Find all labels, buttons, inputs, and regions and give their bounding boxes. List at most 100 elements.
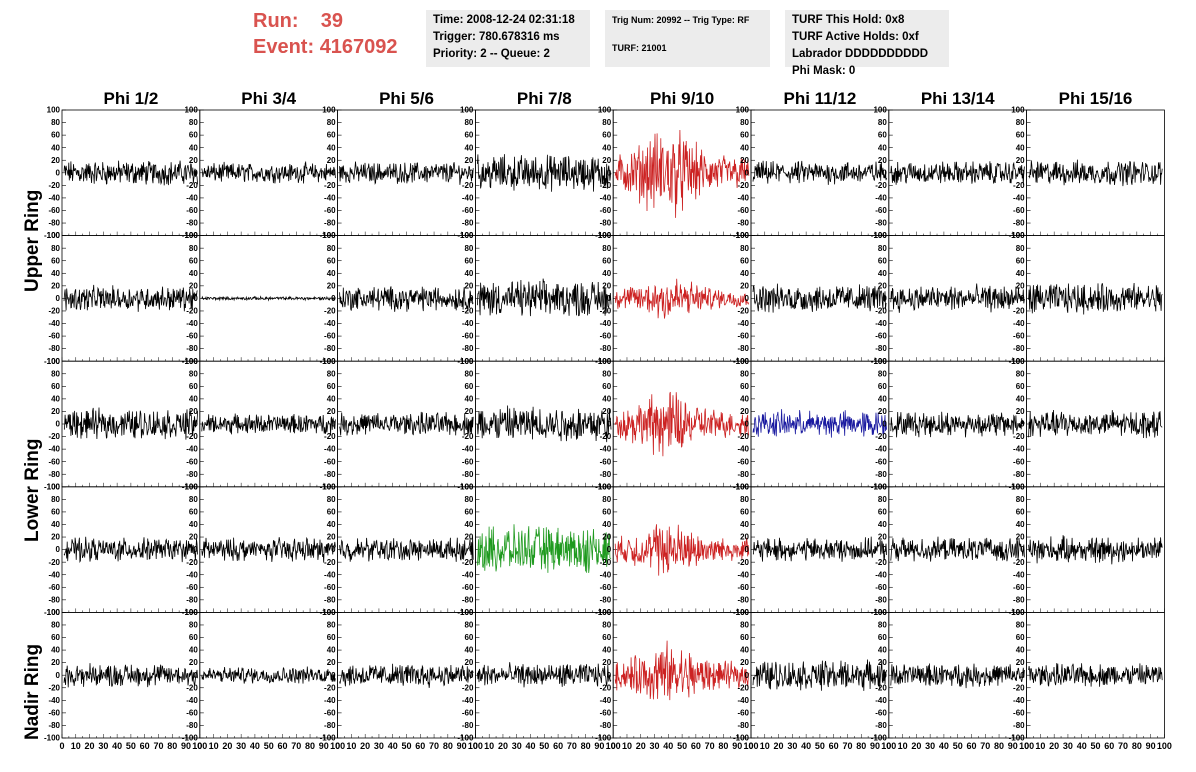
y-tick-label: -60 bbox=[324, 206, 336, 215]
y-tick-label: 60 bbox=[740, 382, 749, 391]
x-tick-label: 30 bbox=[98, 741, 108, 751]
y-tick-label: 0 bbox=[745, 168, 750, 177]
y-tick-label: 0 bbox=[882, 671, 887, 680]
y-tick-label: 60 bbox=[189, 131, 198, 140]
waveform-trace bbox=[339, 286, 474, 312]
y-tick-label: 20 bbox=[327, 407, 336, 416]
waveform-trace bbox=[614, 391, 750, 457]
y-tick-label: 60 bbox=[327, 131, 336, 140]
y-tick-label: -40 bbox=[48, 194, 60, 203]
y-tick-label: -100 bbox=[733, 734, 750, 743]
y-tick-label: -60 bbox=[737, 708, 749, 717]
y-tick-label: 60 bbox=[327, 382, 336, 391]
y-tick-label: 80 bbox=[51, 244, 60, 253]
y-tick-label: 20 bbox=[602, 281, 611, 290]
y-tick-label: -40 bbox=[600, 445, 612, 454]
column-header: Phi 7/8 bbox=[517, 89, 572, 108]
y-tick-label: 20 bbox=[189, 156, 198, 165]
y-tick-label: 100 bbox=[47, 482, 61, 491]
y-tick-label: -60 bbox=[48, 332, 60, 341]
y-tick-label: -40 bbox=[324, 194, 336, 203]
y-tick-label: 20 bbox=[464, 281, 473, 290]
y-tick-label: -60 bbox=[186, 457, 198, 466]
y-tick-label: -40 bbox=[324, 696, 336, 705]
x-tick-label: 60 bbox=[277, 741, 287, 751]
x-tick-label: 100 bbox=[468, 741, 483, 751]
y-tick-label: -80 bbox=[737, 344, 749, 353]
y-tick-label: 0 bbox=[56, 294, 61, 303]
x-tick-label: 100 bbox=[330, 741, 345, 751]
y-tick-label: -60 bbox=[600, 708, 612, 717]
y-tick-label: 80 bbox=[1016, 621, 1025, 630]
y-tick-label: 0 bbox=[607, 420, 612, 429]
waveform-trace bbox=[63, 284, 198, 312]
y-tick-label: -40 bbox=[737, 570, 749, 579]
x-tick-label: 90 bbox=[732, 741, 742, 751]
y-tick-label: 100 bbox=[47, 608, 61, 617]
y-tick-label: 100 bbox=[47, 357, 61, 366]
waveform-trace bbox=[63, 536, 198, 564]
y-tick-label: 80 bbox=[740, 369, 749, 378]
y-tick-label: 0 bbox=[882, 545, 887, 554]
y-tick-label: -20 bbox=[48, 432, 60, 441]
y-tick-label: 40 bbox=[464, 646, 473, 655]
x-tick-label: 80 bbox=[994, 741, 1004, 751]
y-tick-label: 20 bbox=[602, 658, 611, 667]
y-tick-label: 100 bbox=[873, 231, 887, 240]
waveform-trace bbox=[890, 161, 1025, 185]
x-tick-label: 100 bbox=[192, 741, 207, 751]
y-tick-label: 20 bbox=[464, 533, 473, 542]
y-tick-label: 0 bbox=[469, 420, 474, 429]
y-tick-label: -60 bbox=[1013, 332, 1025, 341]
y-tick-label: 80 bbox=[740, 495, 749, 504]
x-tick-label: 0 bbox=[197, 741, 202, 751]
y-tick-label: 20 bbox=[878, 281, 887, 290]
y-tick-label: -60 bbox=[48, 708, 60, 717]
y-tick-label: 60 bbox=[602, 633, 611, 642]
x-tick-label: 20 bbox=[222, 741, 232, 751]
y-tick-label: 20 bbox=[464, 407, 473, 416]
y-tick-label: 100 bbox=[460, 231, 474, 240]
y-tick-label: 0 bbox=[1020, 545, 1025, 554]
y-tick-label: 100 bbox=[598, 482, 612, 491]
y-tick-label: 80 bbox=[464, 369, 473, 378]
waveform-trace bbox=[201, 666, 336, 684]
y-tick-label: -60 bbox=[737, 457, 749, 466]
y-tick-label: -40 bbox=[737, 319, 749, 328]
x-tick-label: 70 bbox=[1118, 741, 1128, 751]
y-tick-label: 80 bbox=[189, 369, 198, 378]
turf-hold-line: TURF This Hold: 0x8 bbox=[792, 14, 905, 26]
x-tick-label: 10 bbox=[1035, 741, 1045, 751]
run-value: 39 bbox=[320, 10, 344, 32]
y-tick-label: -80 bbox=[462, 219, 474, 228]
y-tick-label: -60 bbox=[462, 708, 474, 717]
y-tick-label: -20 bbox=[324, 307, 336, 316]
waveform-trace bbox=[63, 407, 198, 440]
y-tick-label: -60 bbox=[600, 332, 612, 341]
y-tick-label: 100 bbox=[184, 231, 198, 240]
x-tick-label: 70 bbox=[429, 741, 439, 751]
y-tick-label: 60 bbox=[878, 131, 887, 140]
y-tick-label: 0 bbox=[469, 294, 474, 303]
y-tick-label: 60 bbox=[1016, 131, 1025, 140]
y-tick-label: -60 bbox=[1013, 206, 1025, 215]
y-tick-label: 40 bbox=[878, 394, 887, 403]
y-tick-label: 100 bbox=[873, 357, 887, 366]
y-tick-label: 0 bbox=[882, 294, 887, 303]
y-tick-label: 80 bbox=[464, 621, 473, 630]
y-tick-label: -20 bbox=[186, 683, 198, 692]
y-tick-label: 20 bbox=[327, 533, 336, 542]
x-tick-label: 90 bbox=[181, 741, 191, 751]
y-tick-label: -20 bbox=[875, 683, 887, 692]
y-tick-label: 60 bbox=[464, 131, 473, 140]
y-tick-label: -20 bbox=[737, 181, 749, 190]
waveform-trace bbox=[339, 536, 474, 562]
y-tick-label: 40 bbox=[878, 646, 887, 655]
y-tick-label: -20 bbox=[1013, 432, 1025, 441]
y-tick-label: 80 bbox=[602, 118, 611, 127]
y-tick-label: 0 bbox=[331, 168, 336, 177]
y-tick-label: -80 bbox=[600, 470, 612, 479]
waveform-trace bbox=[1028, 535, 1163, 565]
y-tick-label: 0 bbox=[882, 168, 887, 177]
y-tick-label: 100 bbox=[460, 608, 474, 617]
